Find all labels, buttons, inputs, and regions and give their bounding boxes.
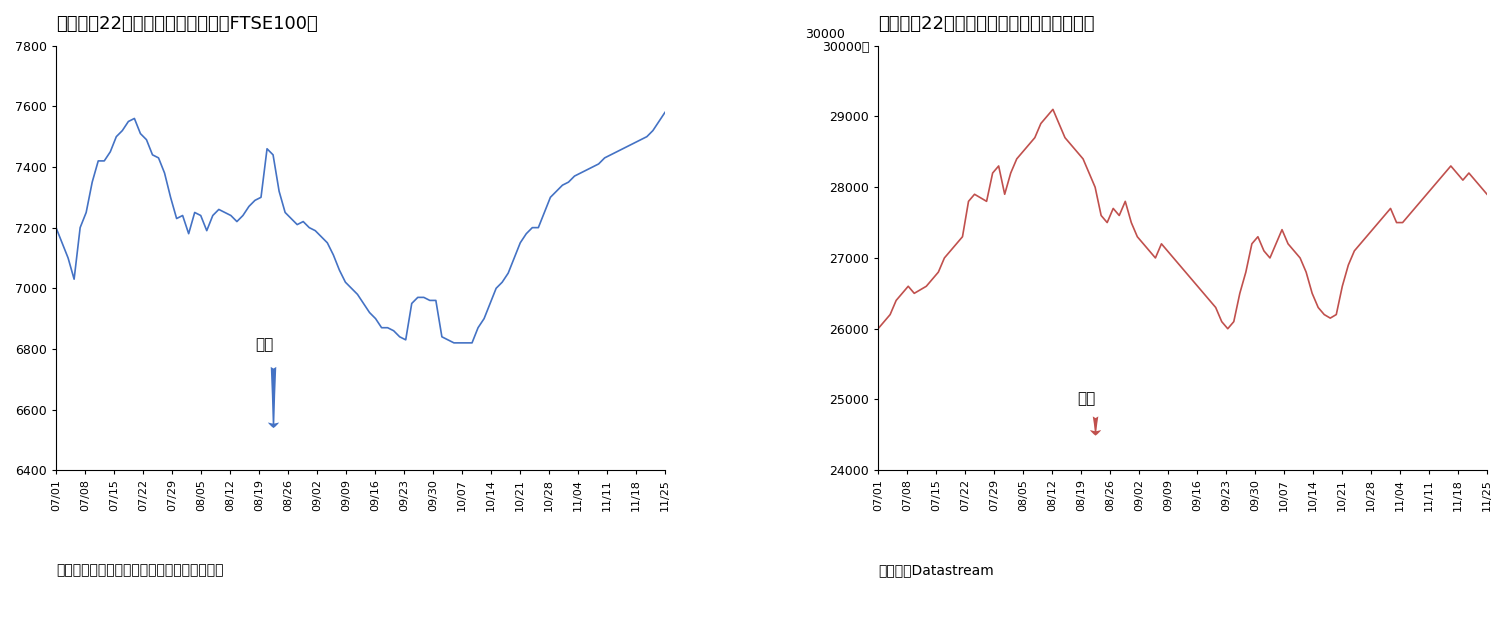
Text: 図表６　22年７月以降の株価（日経平均）: 図表６ 22年７月以降の株価（日経平均） — [879, 15, 1094, 33]
Text: 30000: 30000 — [805, 28, 845, 41]
Text: 図表３　22年７月以降の英株価（FTSE100）: 図表３ 22年７月以降の英株価（FTSE100） — [56, 15, 318, 33]
Text: （資料）フィナンシャル・タイムス（ＦＴ）: （資料）フィナンシャル・タイムス（ＦＴ） — [56, 564, 223, 577]
Text: 株安: 株安 — [1078, 391, 1096, 406]
Text: （資料）Datastream: （資料）Datastream — [879, 564, 993, 577]
Text: 株安: 株安 — [256, 337, 274, 352]
